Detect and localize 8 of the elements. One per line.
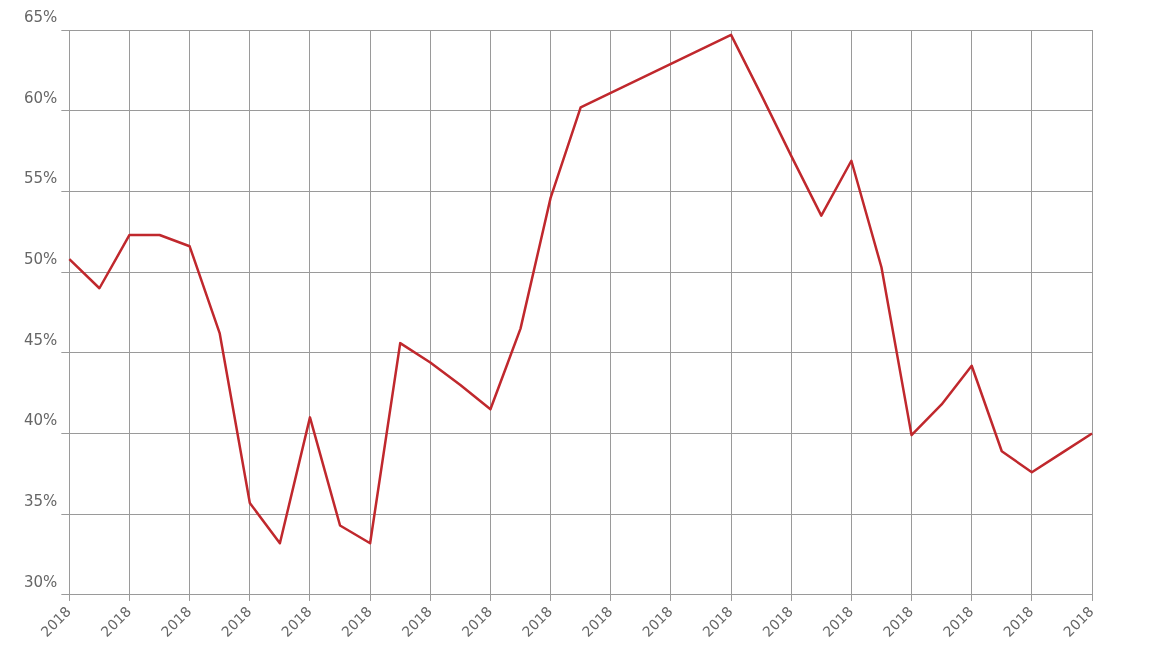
y-tick-label: 45% [24, 330, 58, 349]
y-tick-label: 50% [24, 250, 58, 268]
y-tick-label: 60% [24, 88, 58, 107]
y-tick-label: 65% [24, 7, 58, 26]
y-tick-label: 55% [24, 169, 58, 188]
y-tick-label: 35% [24, 492, 58, 511]
y-tick-label: 30% [24, 572, 58, 591]
y-tick-label: 40% [24, 411, 58, 430]
